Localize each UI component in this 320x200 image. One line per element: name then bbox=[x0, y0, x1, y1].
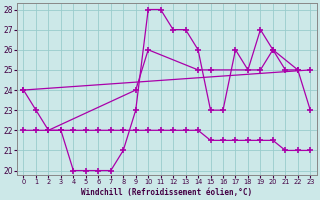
X-axis label: Windchill (Refroidissement éolien,°C): Windchill (Refroidissement éolien,°C) bbox=[81, 188, 252, 197]
